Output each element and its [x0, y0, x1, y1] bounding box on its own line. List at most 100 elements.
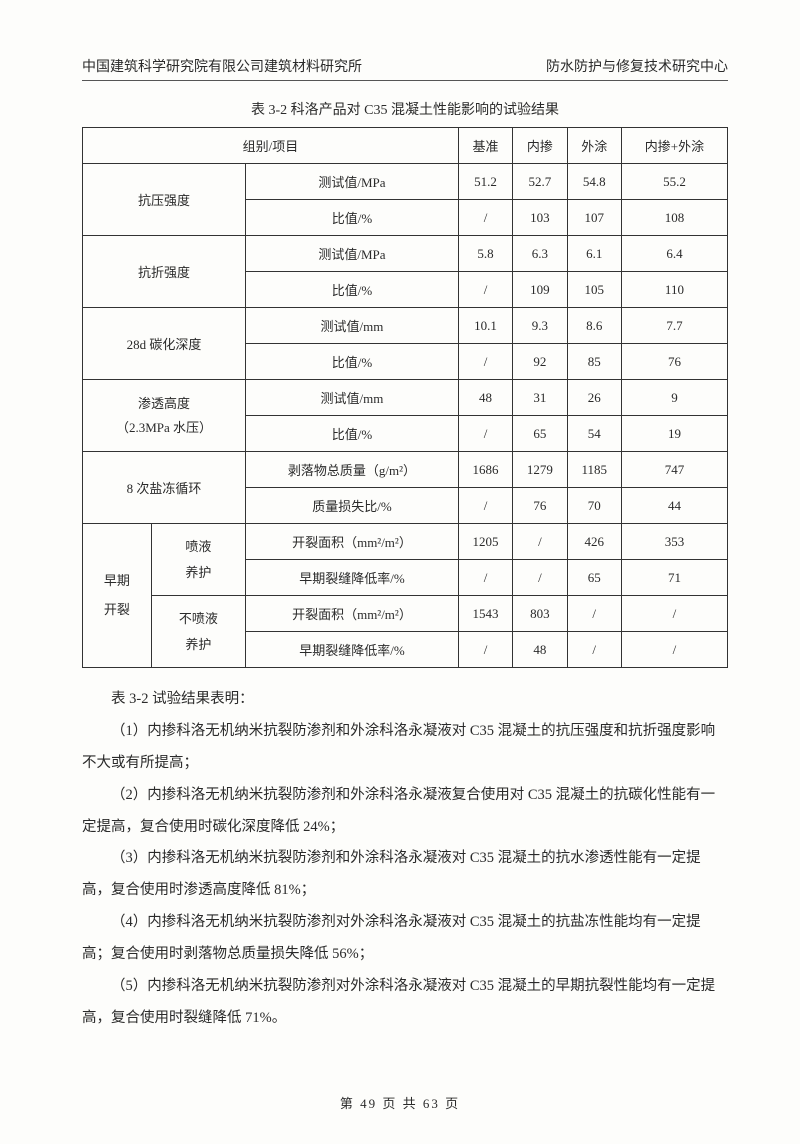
metric: 早期裂缝降低率/%: [246, 632, 459, 668]
header-left: 中国建筑科学研究院有限公司建筑材料研究所: [82, 56, 362, 76]
cell: 9.3: [513, 308, 567, 344]
metric: 比值/%: [246, 416, 459, 452]
para-2: （2）内掺科洛无机纳米抗裂防渗剂和外涂科洛永凝液复合使用对 C35 混凝土的抗碳…: [82, 780, 728, 844]
cell: 6.3: [513, 236, 567, 272]
cell: /: [458, 344, 512, 380]
col-baseline: 基准: [458, 128, 512, 164]
metric: 比值/%: [246, 200, 459, 236]
row-label: 8 次盐冻循环: [83, 452, 246, 524]
col-internal: 内掺: [513, 128, 567, 164]
cell: /: [567, 596, 621, 632]
cell: 109: [513, 272, 567, 308]
cell: 6.1: [567, 236, 621, 272]
body-text: 表 3-2 试验结果表明： （1）内掺科洛无机纳米抗裂防渗剂和外涂科洛永凝液对 …: [82, 684, 728, 1035]
document-page: 中国建筑科学研究院有限公司建筑材料研究所 防水防护与修复技术研究中心 表 3-2…: [0, 0, 800, 1144]
table-row: 8 次盐冻循环 剥落物总质量（g/m²） 1686 1279 1185 747: [83, 452, 728, 488]
cell: 426: [567, 524, 621, 560]
cell: 19: [621, 416, 727, 452]
cell: 1686: [458, 452, 512, 488]
cell: /: [567, 632, 621, 668]
metric: 开裂面积（mm²/m²）: [246, 596, 459, 632]
cell: 1279: [513, 452, 567, 488]
cell: /: [458, 416, 512, 452]
cell: 353: [621, 524, 727, 560]
cell: 31: [513, 380, 567, 416]
row-label: 早期 开裂: [83, 524, 152, 668]
para-5: （5）内掺科洛无机纳米抗裂防渗剂对外涂科洛永凝液对 C35 混凝土的早期抗裂性能…: [82, 971, 728, 1035]
cell: /: [621, 596, 727, 632]
cell: 103: [513, 200, 567, 236]
table-row: 抗折强度 测试值/MPa 5.8 6.3 6.1 6.4: [83, 236, 728, 272]
cell: 105: [567, 272, 621, 308]
metric: 测试值/MPa: [246, 236, 459, 272]
table-row: 抗压强度 测试值/MPa 51.2 52.7 54.8 55.2: [83, 164, 728, 200]
cell: 747: [621, 452, 727, 488]
metric: 比值/%: [246, 272, 459, 308]
sub-label: 不喷液 养护: [151, 596, 245, 668]
cell: /: [458, 488, 512, 524]
metric: 早期裂缝降低率/%: [246, 560, 459, 596]
metric: 开裂面积（mm²/m²）: [246, 524, 459, 560]
metric: 测试值/MPa: [246, 164, 459, 200]
cell: 107: [567, 200, 621, 236]
cell: /: [458, 272, 512, 308]
cell: 76: [621, 344, 727, 380]
cell: 48: [513, 632, 567, 668]
metric: 剥落物总质量（g/m²）: [246, 452, 459, 488]
sub-label: 喷液 养护: [151, 524, 245, 596]
cell: 76: [513, 488, 567, 524]
para-4: （4）内掺科洛无机纳米抗裂防渗剂对外涂科洛永凝液对 C35 混凝土的抗盐冻性能均…: [82, 907, 728, 971]
table-head-row: 组别/项目 基准 内掺 外涂 内掺+外涂: [83, 128, 728, 164]
para-1: （1）内掺科洛无机纳米抗裂防渗剂和外涂科洛永凝液对 C35 混凝土的抗压强度和抗…: [82, 716, 728, 780]
page-footer: 第 49 页 共 63 页: [0, 1093, 800, 1112]
cell: 85: [567, 344, 621, 380]
para-intro: 表 3-2 试验结果表明：: [82, 684, 728, 716]
cell: /: [513, 524, 567, 560]
metric: 质量损失比/%: [246, 488, 459, 524]
cell: /: [458, 200, 512, 236]
cell: 54.8: [567, 164, 621, 200]
cell: 108: [621, 200, 727, 236]
cell: 110: [621, 272, 727, 308]
cell: 92: [513, 344, 567, 380]
cell: 1185: [567, 452, 621, 488]
para-3: （3）内掺科洛无机纳米抗裂防渗剂和外涂科洛永凝液对 C35 混凝土的抗水渗透性能…: [82, 843, 728, 907]
table-row: 渗透高度 （2.3MPa 水压） 测试值/mm 48 31 26 9: [83, 380, 728, 416]
cell: 48: [458, 380, 512, 416]
perm-label-2: （2.3MPa 水压）: [116, 420, 212, 435]
row-label: 渗透高度 （2.3MPa 水压）: [83, 380, 246, 452]
table-row: 不喷液 养护 开裂面积（mm²/m²） 1543 803 / /: [83, 596, 728, 632]
metric: 测试值/mm: [246, 380, 459, 416]
cell: 1543: [458, 596, 512, 632]
cell: 65: [513, 416, 567, 452]
row-label: 抗折强度: [83, 236, 246, 308]
header-right: 防水防护与修复技术研究中心: [546, 56, 728, 76]
cell: 71: [621, 560, 727, 596]
cell: 44: [621, 488, 727, 524]
cell: 54: [567, 416, 621, 452]
table-row: 28d 碳化深度 测试值/mm 10.1 9.3 8.6 7.7: [83, 308, 728, 344]
cell: 70: [567, 488, 621, 524]
cell: /: [621, 632, 727, 668]
cell: 803: [513, 596, 567, 632]
col-both: 内掺+外涂: [621, 128, 727, 164]
perm-label-1: 渗透高度: [138, 396, 190, 411]
cell: 7.7: [621, 308, 727, 344]
cell: 65: [567, 560, 621, 596]
cell: 5.8: [458, 236, 512, 272]
table-title: 表 3-2 科洛产品对 C35 混凝土性能影响的试验结果: [82, 99, 728, 119]
metric: 比值/%: [246, 344, 459, 380]
col-group: 组别/项目: [83, 128, 459, 164]
results-table: 组别/项目 基准 内掺 外涂 内掺+外涂 抗压强度 测试值/MPa 51.2 5…: [82, 127, 728, 668]
cell: 55.2: [621, 164, 727, 200]
cell: 8.6: [567, 308, 621, 344]
table-row: 早期 开裂 喷液 养护 开裂面积（mm²/m²） 1205 / 426 353: [83, 524, 728, 560]
row-label: 28d 碳化深度: [83, 308, 246, 380]
cell: 26: [567, 380, 621, 416]
page-header: 中国建筑科学研究院有限公司建筑材料研究所 防水防护与修复技术研究中心: [82, 56, 728, 81]
cell: 6.4: [621, 236, 727, 272]
cell: 1205: [458, 524, 512, 560]
cell: /: [458, 560, 512, 596]
cell: /: [513, 560, 567, 596]
cell: /: [458, 632, 512, 668]
